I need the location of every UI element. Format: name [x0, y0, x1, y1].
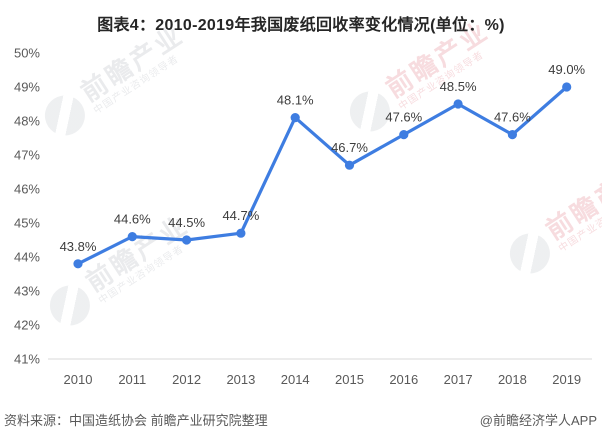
y-axis-tick-label: 44% [14, 250, 40, 265]
y-axis-tick-label: 41% [14, 352, 40, 367]
data-point [73, 259, 83, 269]
y-axis-tick-label: 45% [14, 216, 40, 231]
x-axis-tick-label: 2017 [444, 372, 473, 387]
data-point [453, 99, 463, 109]
data-point-label: 44.7% [222, 208, 259, 223]
data-point-label: 49.0% [548, 62, 585, 77]
data-point [562, 82, 572, 92]
x-axis-tick-label: 2019 [552, 372, 581, 387]
data-point [507, 130, 517, 140]
data-point [290, 113, 300, 123]
data-point-label: 46.7% [331, 140, 368, 155]
y-axis-tick-label: 49% [14, 80, 40, 95]
x-axis-tick-label: 2010 [64, 372, 93, 387]
data-point [182, 235, 192, 245]
y-axis-tick-label: 43% [14, 284, 40, 299]
series-line [76, 85, 569, 266]
source-note: 资料来源：中国造纸协会 前瞻产业研究院整理 [4, 413, 268, 428]
data-point-label: 48.1% [277, 93, 314, 108]
x-axis-tick-label: 2011 [118, 372, 146, 387]
chart-title: 图表4：2010-2019年我国废纸回收率变化情况(单位：%) [97, 17, 505, 34]
data-point-label: 44.5% [168, 215, 205, 230]
data-point-label: 47.6% [494, 110, 531, 125]
data-point [127, 232, 137, 242]
app-credit: @前瞻经济学人APP [479, 413, 597, 428]
y-axis-tick-label: 46% [14, 182, 40, 197]
y-axis-tick-label: 48% [14, 114, 40, 129]
y-axis-tick-label: 47% [14, 148, 40, 163]
y-axis-tick-label: 42% [14, 318, 40, 333]
data-point-label: 44.6% [114, 212, 151, 227]
x-axis-tick-label: 2018 [498, 372, 527, 387]
x-axis-tick-label: 2012 [172, 372, 201, 387]
data-point [344, 160, 355, 170]
x-axis-tick-label: 2016 [389, 372, 418, 387]
data-point [399, 130, 409, 140]
line-chart: 41% 42% 43% 44% 45% 46% 47% 48% 49% 50% 2010 2011 20… [14, 46, 592, 387]
data-point-label: 48.5% [440, 79, 477, 94]
data-point [236, 228, 246, 238]
x-axis-tick-label: 2015 [335, 372, 364, 387]
data-point-label: 47.6% [385, 110, 422, 125]
x-axis-tick-label: 2014 [281, 372, 310, 387]
data-point-label: 43.8% [60, 239, 97, 254]
x-axis-tick-label: 2013 [226, 372, 255, 387]
y-axis-tick-label: 50% [14, 46, 40, 61]
chart-footer: 资料来源：中国造纸协会 前瞻产业研究院整理 @前瞻经济学人APP [4, 410, 597, 429]
